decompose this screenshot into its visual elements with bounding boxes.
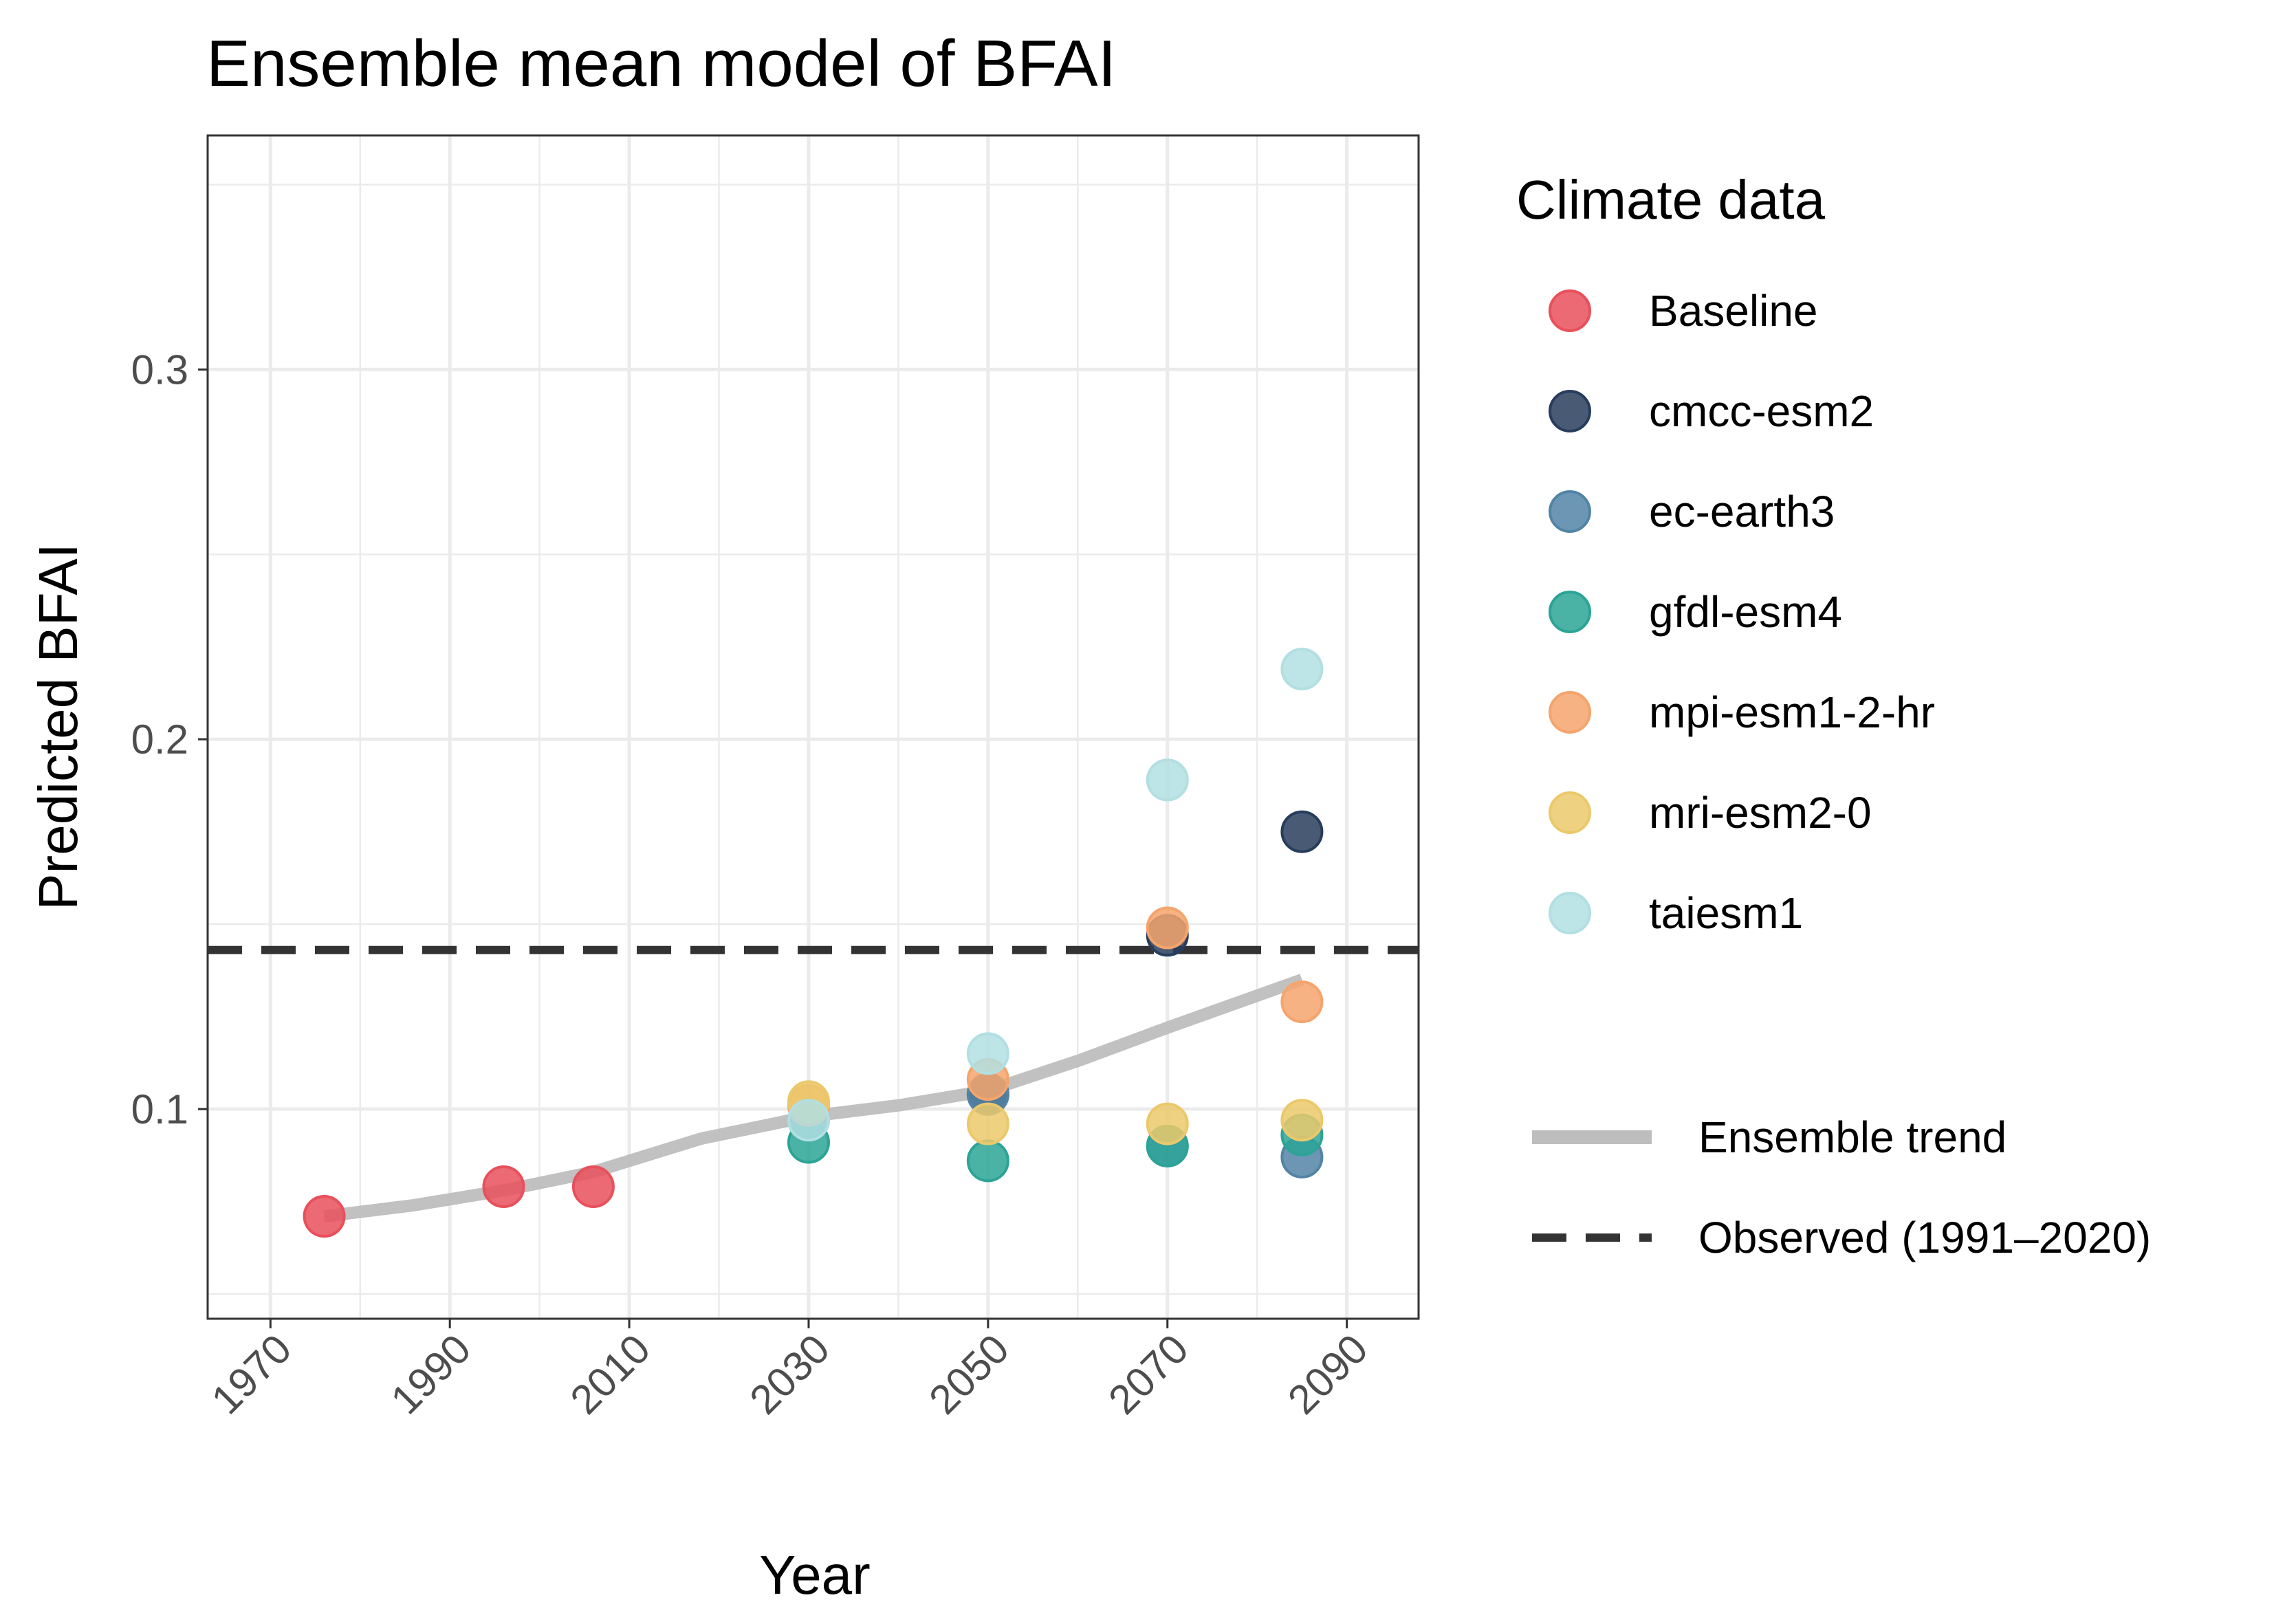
legend-label: mpi-esm1-2-hr [1649, 688, 1935, 737]
legend-key [1549, 490, 1591, 533]
y-tick-label: 0.2 [131, 716, 188, 762]
data-point [966, 1102, 1009, 1145]
data-point [482, 1165, 525, 1209]
data-point [966, 1032, 1009, 1075]
data-point [1146, 906, 1189, 950]
legend-key [1549, 591, 1591, 633]
legend-label: taiesm1 [1649, 888, 1803, 938]
y-axis-title: Predicted BFAI [28, 543, 89, 910]
legend-label: ec-earth3 [1649, 487, 1835, 536]
legend-items: Baseline cmcc-esm2 ec-earth3 gfdl-esm4 mpi-e… [1549, 286, 1935, 938]
legend-title: Climate data [1516, 169, 1826, 230]
plot-panel [206, 134, 1420, 1320]
data-point [303, 1195, 346, 1238]
legend-label: cmcc-esm2 [1649, 386, 1874, 436]
y-tick-label: 0.1 [131, 1086, 188, 1132]
legend-key [1549, 289, 1591, 332]
panel-border [206, 134, 1420, 1320]
legend-label: gfdl-esm4 [1649, 587, 1842, 637]
data-point [966, 1139, 1009, 1183]
y-tick-label: 0.3 [131, 347, 188, 393]
data-point [571, 1165, 615, 1209]
legend-key [1549, 390, 1591, 432]
y-axis: 0.1 0.2 0.3 [131, 347, 208, 1132]
data-point [1280, 648, 1324, 691]
legend-key [1549, 791, 1591, 834]
legend-observed-label: Observed (1991–2020) [1698, 1213, 2151, 1262]
legend-trend-label: Ensemble trend [1698, 1112, 2007, 1162]
points-layer [303, 648, 1324, 1238]
x-axis-title: Year [759, 1544, 871, 1605]
legend-key [1549, 691, 1591, 734]
chart-title: Ensemble mean model of BFAI [206, 27, 1116, 100]
data-point [1280, 980, 1324, 1024]
data-point [1146, 1102, 1189, 1145]
data-point [1146, 758, 1189, 802]
grid-minor [208, 135, 1419, 1319]
data-point [787, 1099, 830, 1142]
legend-label: Baseline [1649, 286, 1818, 336]
data-point [1280, 1099, 1324, 1142]
legend-label: mri-esm2-0 [1649, 788, 1872, 837]
legend: Climate data Baseline cmcc-esm2 ec-earth3 g… [1516, 169, 2151, 1262]
legend-key [1549, 892, 1591, 934]
data-point [1280, 810, 1324, 853]
